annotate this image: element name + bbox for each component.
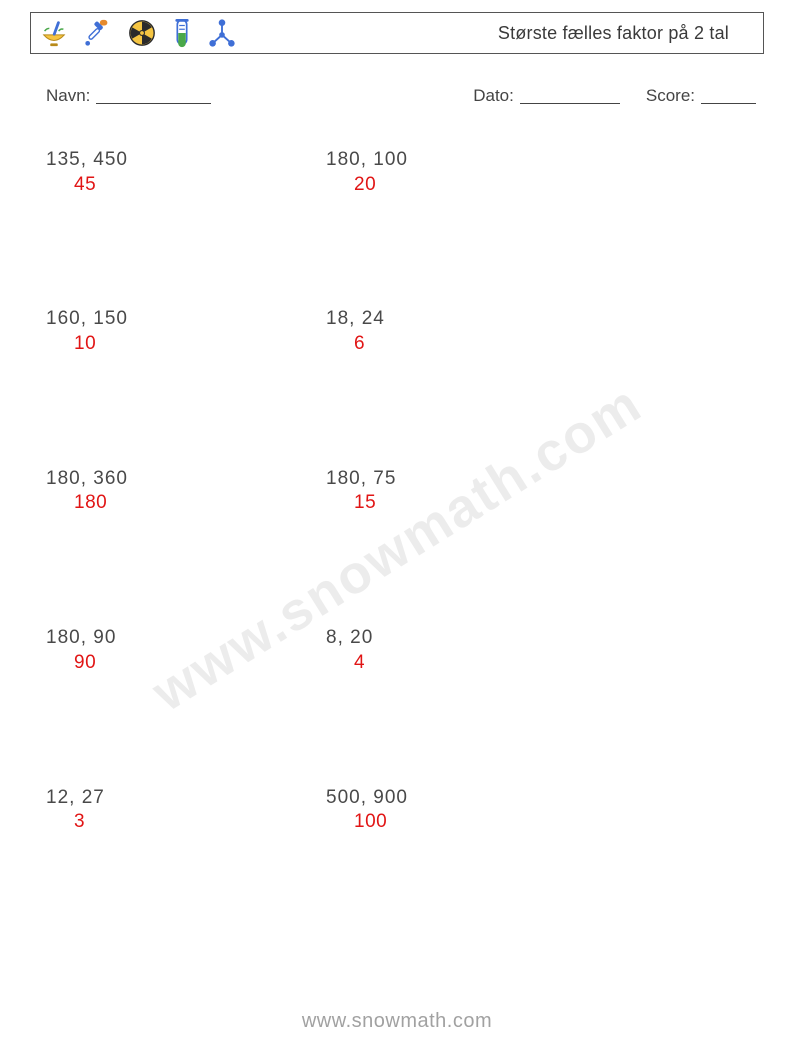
- worksheet-title: Største fælles faktor på 2 tal: [498, 23, 749, 44]
- header-icon-row: [39, 13, 237, 53]
- testtube-icon: [171, 18, 193, 48]
- info-line: Navn: Dato: Score:: [46, 86, 756, 106]
- problem-cell: 180, 360 180: [46, 467, 326, 516]
- problem-cell: 18, 24 6: [326, 307, 606, 356]
- problem-answer: 10: [46, 332, 326, 357]
- problem-cell: 160, 150 10: [46, 307, 326, 356]
- header-box: Største fælles faktor på 2 tal: [30, 12, 764, 54]
- problem-cell: 135, 450 45: [46, 148, 326, 197]
- problem-answer: 6: [326, 332, 606, 357]
- problem-question: 180, 90: [46, 626, 326, 651]
- problem-question: 18, 24: [326, 307, 606, 332]
- info-date-score-group: Dato: Score:: [473, 86, 756, 106]
- problem-question: 180, 75: [326, 467, 606, 492]
- problem-question: 180, 360: [46, 467, 326, 492]
- problem-answer: 100: [326, 810, 606, 835]
- date-blank[interactable]: [520, 85, 620, 104]
- date-label: Dato:: [473, 86, 514, 106]
- problem-answer: 3: [46, 810, 326, 835]
- problem-cell: 8, 20 4: [326, 626, 606, 675]
- problem-cell: 500, 900 100: [326, 786, 606, 835]
- problem-question: 12, 27: [46, 786, 326, 811]
- problem-cell: 180, 90 90: [46, 626, 326, 675]
- problem-question: 160, 150: [46, 307, 326, 332]
- footer-text: www.snowmath.com: [0, 1010, 794, 1033]
- problem-question: 500, 900: [326, 786, 606, 811]
- problem-cell: 180, 100 20: [326, 148, 606, 197]
- mortar-icon: [39, 18, 69, 48]
- problem-cell: 180, 75 15: [326, 467, 606, 516]
- name-label: Navn:: [46, 86, 90, 106]
- problems-grid: 135, 450 45 180, 100 20 160, 150 10 18, …: [46, 148, 606, 835]
- problem-answer: 180: [46, 491, 326, 516]
- problem-question: 180, 100: [326, 148, 606, 173]
- problem-answer: 4: [326, 651, 606, 676]
- problem-cell: 12, 27 3: [46, 786, 326, 835]
- problem-answer: 90: [46, 651, 326, 676]
- problem-question: 135, 450: [46, 148, 326, 173]
- name-blank[interactable]: [96, 85, 211, 104]
- info-name-group: Navn:: [46, 86, 211, 106]
- problem-answer: 15: [326, 491, 606, 516]
- problem-answer: 20: [326, 173, 606, 198]
- molecule-icon: [207, 18, 237, 48]
- radiation-icon: [127, 18, 157, 48]
- worksheet-page: Største fælles faktor på 2 tal Navn: Dat…: [0, 0, 794, 1053]
- score-label: Score:: [646, 86, 695, 106]
- dropper-icon: [83, 18, 113, 48]
- score-blank[interactable]: [701, 85, 756, 104]
- problem-answer: 45: [46, 173, 326, 198]
- problem-question: 8, 20: [326, 626, 606, 651]
